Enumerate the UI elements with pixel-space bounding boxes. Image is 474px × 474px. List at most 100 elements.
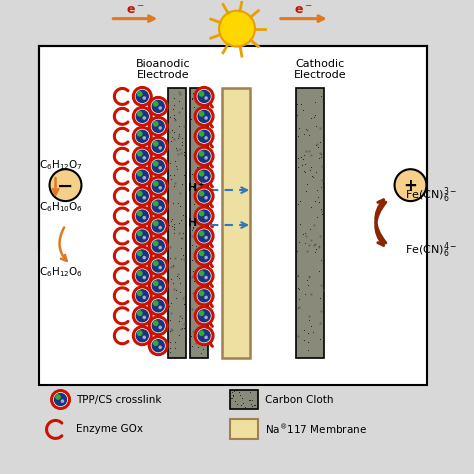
Circle shape bbox=[197, 229, 211, 243]
Circle shape bbox=[204, 236, 208, 239]
Text: Na$^®$117 Membrane: Na$^®$117 Membrane bbox=[265, 422, 367, 437]
Circle shape bbox=[143, 336, 146, 339]
Circle shape bbox=[133, 87, 151, 105]
Circle shape bbox=[204, 176, 208, 180]
Circle shape bbox=[199, 111, 204, 117]
Circle shape bbox=[152, 219, 165, 233]
Text: H$^+$: H$^+$ bbox=[187, 214, 205, 230]
Text: Enzyme GOx: Enzyme GOx bbox=[76, 424, 144, 435]
Circle shape bbox=[195, 207, 213, 225]
Text: Fe(CN)$_6^{3-}$: Fe(CN)$_6^{3-}$ bbox=[404, 185, 457, 205]
Circle shape bbox=[136, 190, 149, 203]
Circle shape bbox=[153, 261, 159, 266]
Circle shape bbox=[195, 87, 213, 105]
Circle shape bbox=[158, 226, 162, 229]
Circle shape bbox=[153, 141, 159, 146]
Circle shape bbox=[158, 146, 162, 150]
Circle shape bbox=[152, 139, 165, 153]
Circle shape bbox=[152, 339, 165, 352]
Circle shape bbox=[133, 287, 151, 305]
Circle shape bbox=[158, 266, 162, 269]
Circle shape bbox=[137, 271, 143, 276]
Circle shape bbox=[195, 227, 213, 245]
Circle shape bbox=[195, 307, 213, 325]
Circle shape bbox=[137, 151, 143, 156]
Circle shape bbox=[137, 310, 143, 316]
Circle shape bbox=[197, 269, 211, 283]
Circle shape bbox=[199, 310, 204, 316]
Circle shape bbox=[199, 291, 204, 296]
Circle shape bbox=[137, 191, 143, 197]
Bar bbox=[222, 89, 250, 358]
Circle shape bbox=[199, 231, 204, 237]
Circle shape bbox=[149, 257, 167, 275]
Text: TPP/CS crosslink: TPP/CS crosslink bbox=[76, 394, 162, 404]
Circle shape bbox=[152, 119, 165, 133]
Circle shape bbox=[199, 330, 204, 336]
Circle shape bbox=[149, 297, 167, 315]
Circle shape bbox=[143, 216, 146, 219]
Circle shape bbox=[133, 247, 151, 265]
Circle shape bbox=[197, 289, 211, 302]
Bar bbox=[190, 89, 208, 358]
Circle shape bbox=[133, 147, 151, 165]
Circle shape bbox=[197, 190, 211, 203]
Circle shape bbox=[195, 108, 213, 125]
Circle shape bbox=[149, 157, 167, 175]
Circle shape bbox=[158, 246, 162, 249]
Circle shape bbox=[137, 210, 143, 217]
Circle shape bbox=[143, 116, 146, 120]
Circle shape bbox=[153, 161, 159, 166]
Circle shape bbox=[143, 136, 146, 140]
Circle shape bbox=[136, 309, 149, 322]
Circle shape bbox=[204, 336, 208, 339]
Text: Cathodic
Electrode: Cathodic Electrode bbox=[293, 58, 346, 80]
Text: C$_6$H$_{12}$O$_6$: C$_6$H$_{12}$O$_6$ bbox=[38, 265, 82, 279]
Circle shape bbox=[195, 267, 213, 285]
Circle shape bbox=[137, 111, 143, 117]
Circle shape bbox=[133, 307, 151, 325]
Circle shape bbox=[197, 109, 211, 123]
Circle shape bbox=[143, 316, 146, 319]
Circle shape bbox=[149, 337, 167, 355]
Circle shape bbox=[143, 296, 146, 299]
Circle shape bbox=[153, 340, 159, 346]
Circle shape bbox=[195, 128, 213, 145]
Circle shape bbox=[195, 327, 213, 345]
Circle shape bbox=[204, 256, 208, 259]
Circle shape bbox=[219, 11, 255, 46]
Circle shape bbox=[137, 131, 143, 137]
Bar bbox=[230, 390, 258, 410]
Circle shape bbox=[152, 180, 165, 193]
Text: Fe(CN)$_6^{4-}$: Fe(CN)$_6^{4-}$ bbox=[404, 240, 457, 260]
Circle shape bbox=[394, 169, 427, 201]
Circle shape bbox=[133, 227, 151, 245]
Circle shape bbox=[158, 106, 162, 110]
Text: e$^-$: e$^-$ bbox=[294, 4, 313, 17]
Circle shape bbox=[195, 187, 213, 205]
Text: +: + bbox=[403, 177, 418, 195]
Circle shape bbox=[199, 91, 204, 97]
Circle shape bbox=[158, 166, 162, 170]
Circle shape bbox=[143, 176, 146, 180]
Circle shape bbox=[136, 210, 149, 223]
Circle shape bbox=[152, 259, 165, 273]
Circle shape bbox=[137, 330, 143, 336]
Circle shape bbox=[143, 236, 146, 239]
Circle shape bbox=[199, 151, 204, 156]
Circle shape bbox=[204, 196, 208, 200]
Circle shape bbox=[143, 156, 146, 160]
Circle shape bbox=[197, 309, 211, 322]
Circle shape bbox=[153, 101, 159, 107]
Circle shape bbox=[152, 100, 165, 113]
Circle shape bbox=[136, 90, 149, 103]
Circle shape bbox=[158, 286, 162, 289]
Circle shape bbox=[133, 128, 151, 145]
Circle shape bbox=[61, 399, 64, 403]
Circle shape bbox=[136, 269, 149, 283]
Circle shape bbox=[149, 177, 167, 195]
Circle shape bbox=[195, 147, 213, 165]
Circle shape bbox=[137, 251, 143, 256]
Text: Bioanodic
Electrode: Bioanodic Electrode bbox=[136, 58, 191, 80]
Circle shape bbox=[153, 320, 159, 326]
